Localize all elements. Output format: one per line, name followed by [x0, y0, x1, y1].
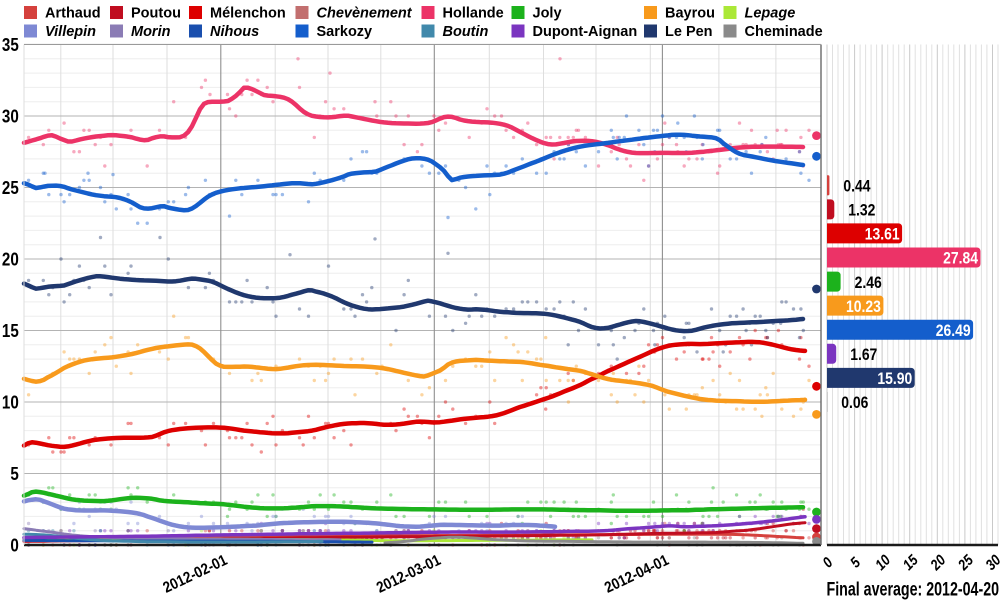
svg-text:Nihous: Nihous	[210, 24, 259, 40]
svg-text:Sarkozy: Sarkozy	[317, 24, 373, 40]
svg-text:Bayrou: Bayrou	[665, 6, 715, 22]
svg-text:13.61: 13.61	[865, 225, 900, 244]
svg-text:Poutou: Poutou	[131, 6, 181, 22]
svg-text:26.49: 26.49	[936, 322, 971, 341]
svg-text:35: 35	[2, 35, 19, 56]
svg-text:Joly: Joly	[533, 6, 562, 22]
svg-text:25: 25	[2, 178, 19, 199]
svg-text:Le Pen: Le Pen	[665, 24, 713, 40]
svg-text:Villepin: Villepin	[45, 24, 96, 40]
svg-text:Chevènement: Chevènement	[317, 6, 413, 22]
svg-text:0.44: 0.44	[843, 177, 870, 196]
svg-text:10.23: 10.23	[846, 298, 881, 317]
svg-text:2.46: 2.46	[855, 274, 882, 293]
svg-text:Hollande: Hollande	[443, 6, 504, 22]
svg-text:30: 30	[2, 106, 19, 127]
svg-text:20: 20	[2, 249, 19, 270]
svg-text:Morin: Morin	[131, 24, 171, 40]
svg-text:Dupont-Aignan: Dupont-Aignan	[533, 24, 638, 40]
svg-text:Mélenchon: Mélenchon	[210, 6, 286, 22]
svg-text:Final average: 2012-04-20: Final average: 2012-04-20	[827, 579, 1000, 600]
svg-text:Boutin: Boutin	[443, 24, 489, 40]
svg-text:15: 15	[2, 321, 19, 342]
svg-text:5: 5	[10, 464, 18, 485]
svg-text:10: 10	[2, 392, 19, 413]
svg-text:1.32: 1.32	[848, 201, 875, 220]
svg-text:15.90: 15.90	[877, 370, 912, 389]
svg-text:0.06: 0.06	[841, 394, 868, 413]
svg-text:Cheminade: Cheminade	[745, 24, 823, 40]
svg-text:27.84: 27.84	[943, 249, 978, 268]
svg-text:0: 0	[10, 535, 18, 556]
svg-text:1.67: 1.67	[850, 346, 877, 365]
svg-text:Lepage: Lepage	[745, 6, 796, 22]
svg-text:Arthaud: Arthaud	[45, 6, 101, 22]
